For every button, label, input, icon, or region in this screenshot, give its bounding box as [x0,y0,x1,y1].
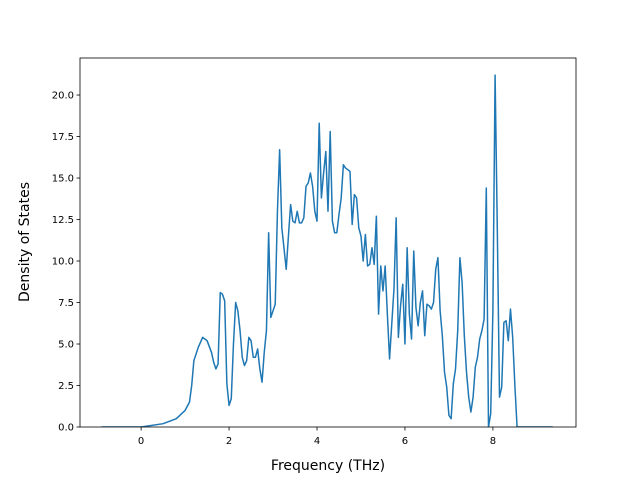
data-line [101,74,553,427]
y-tick-label: 17.5 [52,132,74,143]
y-tick-label: 12.5 [52,215,74,226]
x-axis-label: Frequency (THz) [271,458,385,474]
plot-frame [79,57,577,428]
x-tick-label: 4 [314,436,320,447]
y-tick-label: 20.0 [52,91,74,102]
y-tick-label: 2.5 [58,381,74,392]
x-tick-label: 8 [490,436,496,447]
y-tick-label: 10.0 [52,257,74,268]
y-axis-label: Density of States [17,182,33,302]
x-tick-label: 6 [402,436,408,447]
y-tick-label: 7.5 [58,298,74,309]
y-tick-label: 0.0 [58,423,74,434]
y-tick-label: 15.0 [52,174,74,185]
x-tick-label: 2 [226,436,232,447]
y-tick-label: 5.0 [58,340,74,351]
x-tick-label: 0 [138,436,144,447]
